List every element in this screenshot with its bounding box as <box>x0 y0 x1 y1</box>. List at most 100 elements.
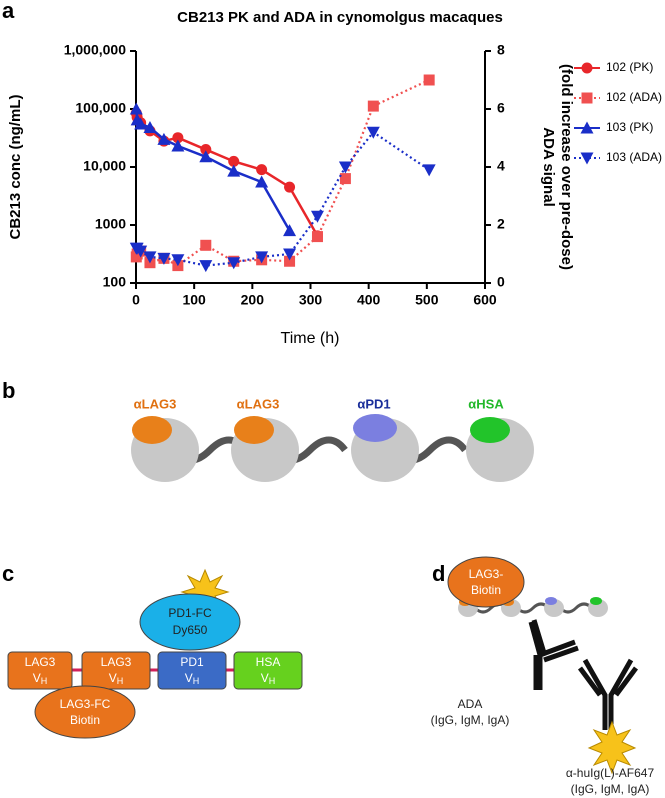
data-point <box>366 126 380 139</box>
series-line <box>135 112 319 237</box>
reagent-label: Biotin <box>70 713 100 727</box>
data-point <box>200 239 212 251</box>
y2-axis-label: ADA signal <box>540 127 557 206</box>
panel-label: a <box>2 0 15 23</box>
capture-reagent <box>34 685 136 739</box>
y2-tick-label: 6 <box>497 100 505 116</box>
data-point <box>284 181 296 193</box>
domain-v: VH <box>33 671 48 686</box>
data-point <box>199 150 213 163</box>
data-point <box>143 120 157 133</box>
y2-axis-label: (fold increase over pre-dose) <box>558 64 575 270</box>
domain-box <box>157 651 227 690</box>
reagent-label: LAG3-FC <box>60 697 111 711</box>
data-point <box>227 164 241 177</box>
y2-tick-label: 4 <box>497 158 505 174</box>
domain-label: αHSA <box>468 396 504 411</box>
y2-tick-label: 2 <box>497 216 505 232</box>
antibody-label: α-huIg(L)-AF647 <box>566 766 655 780</box>
data-point <box>311 231 323 243</box>
domain-label: αLAG3 <box>134 396 177 411</box>
x-tick-label: 600 <box>473 292 497 308</box>
legend-label: 103 (PK) <box>606 120 653 134</box>
panel-c: LAG3 VH LAG3 VH PD1 VH HSA VH PD1-FC Dy6… <box>7 568 303 739</box>
data-point <box>157 132 171 145</box>
domain-label: αLAG3 <box>237 396 280 411</box>
legend-marker <box>581 62 593 74</box>
x-axis-label: Time (h) <box>281 330 340 347</box>
data-point <box>172 132 184 144</box>
legend-marker <box>580 152 594 165</box>
domain-box <box>233 651 303 690</box>
series-line <box>135 79 430 267</box>
data-point <box>284 255 296 267</box>
y2-tick-label: 8 <box>497 42 505 58</box>
antibody-label: (IgG, IgM, IgA) <box>431 713 510 727</box>
data-point <box>339 173 351 185</box>
legend-label: 103 (ADA) <box>606 150 662 164</box>
domain <box>131 414 534 482</box>
data-point <box>283 248 297 261</box>
data-point <box>256 164 268 176</box>
y2-tick-label: 0 <box>497 274 505 290</box>
domain-label: αPD1 <box>357 396 390 411</box>
y-tick-label: 100 <box>103 274 127 290</box>
data-point <box>157 252 171 265</box>
x-tick-label: 500 <box>415 292 439 308</box>
antibody-label: (IgG, IgM, IgA) <box>571 782 650 796</box>
data-point <box>255 251 269 264</box>
x-tick-label: 0 <box>132 292 140 308</box>
data-point <box>200 144 212 156</box>
domain-box <box>81 651 151 690</box>
data-point <box>338 161 352 174</box>
series-line <box>136 130 430 267</box>
fluorophore <box>587 720 637 775</box>
y-tick-label: 1,000,000 <box>64 42 126 58</box>
x-tick-label: 100 <box>182 292 206 308</box>
y-tick-label: 100,000 <box>75 100 126 116</box>
data-point <box>199 260 213 273</box>
data-point <box>227 257 241 270</box>
domain-v: VH <box>185 671 200 686</box>
data-point <box>143 251 157 264</box>
data-point <box>134 245 148 258</box>
domain-name: HSA <box>256 655 281 669</box>
x-tick-label: 400 <box>357 292 381 308</box>
data-point <box>367 100 379 112</box>
capture-reagent <box>447 556 525 608</box>
domain-name: LAG3 <box>101 655 132 669</box>
reagent-label: Biotin <box>471 583 501 597</box>
detect-reagent <box>139 593 241 651</box>
y-tick-label: 1000 <box>95 216 126 232</box>
legend-marker <box>581 92 593 104</box>
linker <box>172 436 468 464</box>
panel-label: b <box>2 378 15 403</box>
data-point <box>171 139 185 152</box>
panel-label: c <box>2 561 14 586</box>
reagent-label: PD1-FC <box>168 606 212 620</box>
domain-name: LAG3 <box>25 655 56 669</box>
data-point <box>283 224 297 237</box>
data-point <box>134 117 148 130</box>
data-point <box>255 175 269 188</box>
y-axis-label: CB213 conc (ng/mL) <box>7 94 24 239</box>
x-tick-label: 200 <box>241 292 265 308</box>
panel-label: d <box>432 561 445 586</box>
legend-label: 102 (ADA) <box>606 90 662 104</box>
panel-b: αLAG3 αLAG3 αPD1 αHSA <box>131 396 534 482</box>
antibody <box>528 619 639 730</box>
reagent-label: LAG3- <box>469 567 504 581</box>
data-point <box>310 210 324 223</box>
data-point <box>171 254 185 267</box>
legend-marker <box>580 121 594 134</box>
panel-d: LAG3- Biotin ADA (IgG, IgM, IgA) α-huIg(… <box>431 556 655 796</box>
domain-box <box>7 651 73 690</box>
domain-v: VH <box>261 671 276 686</box>
domain-v: VH <box>109 671 124 686</box>
data-point <box>228 155 240 167</box>
reagent-label: Dy650 <box>173 623 208 637</box>
legend-label: 102 (PK) <box>606 60 653 74</box>
data-point <box>129 102 143 115</box>
chart-title: CB213 PK and ADA in cynomolgus macaques <box>177 9 503 26</box>
